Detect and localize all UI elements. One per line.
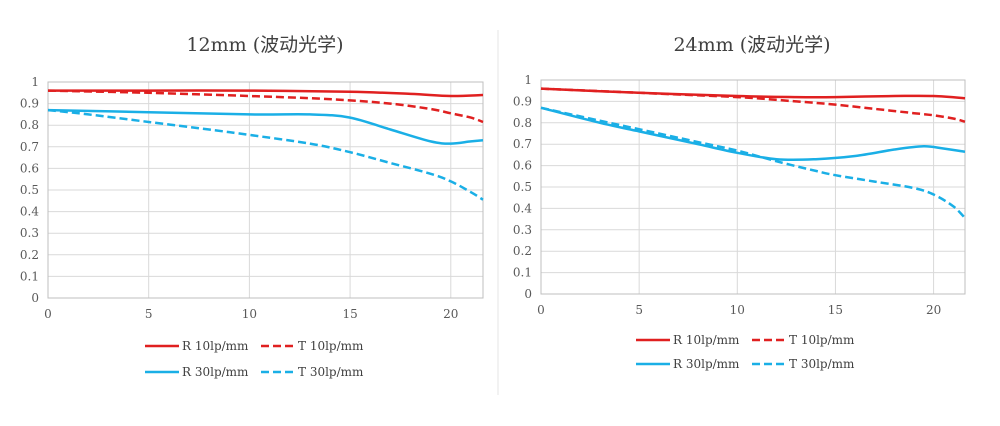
y-tick-label: 0 [31, 291, 39, 305]
series-line-r-10lp/mm [540, 87, 966, 100]
y-tick-label: 0.2 [513, 244, 532, 258]
legend-label: R 10lp/mm [673, 333, 740, 347]
y-tick-label: 0.4 [513, 201, 532, 215]
x-tick-label: 0 [44, 307, 52, 321]
legend-label: R 10lp/mm [182, 339, 249, 353]
legend-label: T 30lp/mm [298, 365, 364, 379]
y-tick-label: 0.7 [20, 140, 39, 154]
chart-title: 12mm (波动光学) [186, 34, 343, 56]
y-tick-label: 0.7 [513, 137, 532, 151]
plot-frame [540, 79, 966, 295]
y-tick-label: 0.1 [20, 269, 39, 283]
y-tick-label: 0 [524, 287, 532, 301]
series-line-r-30lp/mm [47, 108, 484, 145]
y-tick-label: 1 [524, 73, 532, 87]
x-tick-label: 15 [828, 303, 843, 317]
x-tick-label: 0 [537, 303, 545, 317]
y-tick-label: 0.5 [20, 183, 39, 197]
legend-label: R 30lp/mm [182, 365, 249, 379]
series-line-t-30lp/mm [47, 108, 484, 201]
chart-12mm: 12mm (波动光学) 0 0.1 0.2 0.3 0.4 0.5 0.6 0.7 0.8 0.9… [20, 34, 484, 379]
legend-label: T 10lp/mm [789, 333, 855, 347]
x-tick-label: 20 [443, 307, 458, 321]
x-tick-label: 10 [730, 303, 745, 317]
plot-frame [47, 81, 484, 299]
y-tick-label: 0.9 [513, 94, 532, 108]
y-tick-label: 0.6 [20, 161, 39, 175]
legend-label: T 10lp/mm [298, 339, 364, 353]
y-tick-label: 0.2 [20, 248, 39, 262]
x-tick-label: 10 [242, 307, 257, 321]
x-tick-label: 5 [145, 307, 153, 321]
series-line-t-10lp/mm [47, 89, 484, 124]
y-tick-label: 0.3 [20, 226, 39, 240]
series-line-r-10lp/mm [48, 89, 484, 98]
y-tick-label: 0.4 [20, 205, 39, 219]
y-tick-label: 0.6 [513, 159, 532, 173]
y-tick-label: 0.5 [513, 180, 532, 194]
series-line-t-10lp/mm [540, 87, 966, 123]
y-tick-label: 0.1 [513, 266, 532, 280]
y-tick-label: 1 [31, 75, 39, 89]
legend-label: R 30lp/mm [673, 357, 740, 371]
x-tick-label: 15 [342, 307, 357, 321]
series-line-t-30lp/mm [540, 106, 966, 219]
chart-title: 24mm (波动光学) [673, 34, 830, 56]
y-tick-label: 0.8 [513, 116, 532, 130]
y-tick-label: 0.8 [20, 118, 39, 132]
legend-label: T 30lp/mm [789, 357, 855, 371]
y-tick-label: 0.9 [20, 97, 39, 111]
series-line-r-30lp/mm [540, 106, 966, 162]
x-tick-label: 20 [926, 303, 941, 317]
x-tick-label: 5 [635, 303, 643, 317]
y-tick-label: 0.3 [513, 223, 532, 237]
chart-24mm: 24mm (波动光学) 0 0.1 0.2 0.3 0.4 0.5 0.6 0.7 0.8 0.9… [513, 34, 966, 371]
